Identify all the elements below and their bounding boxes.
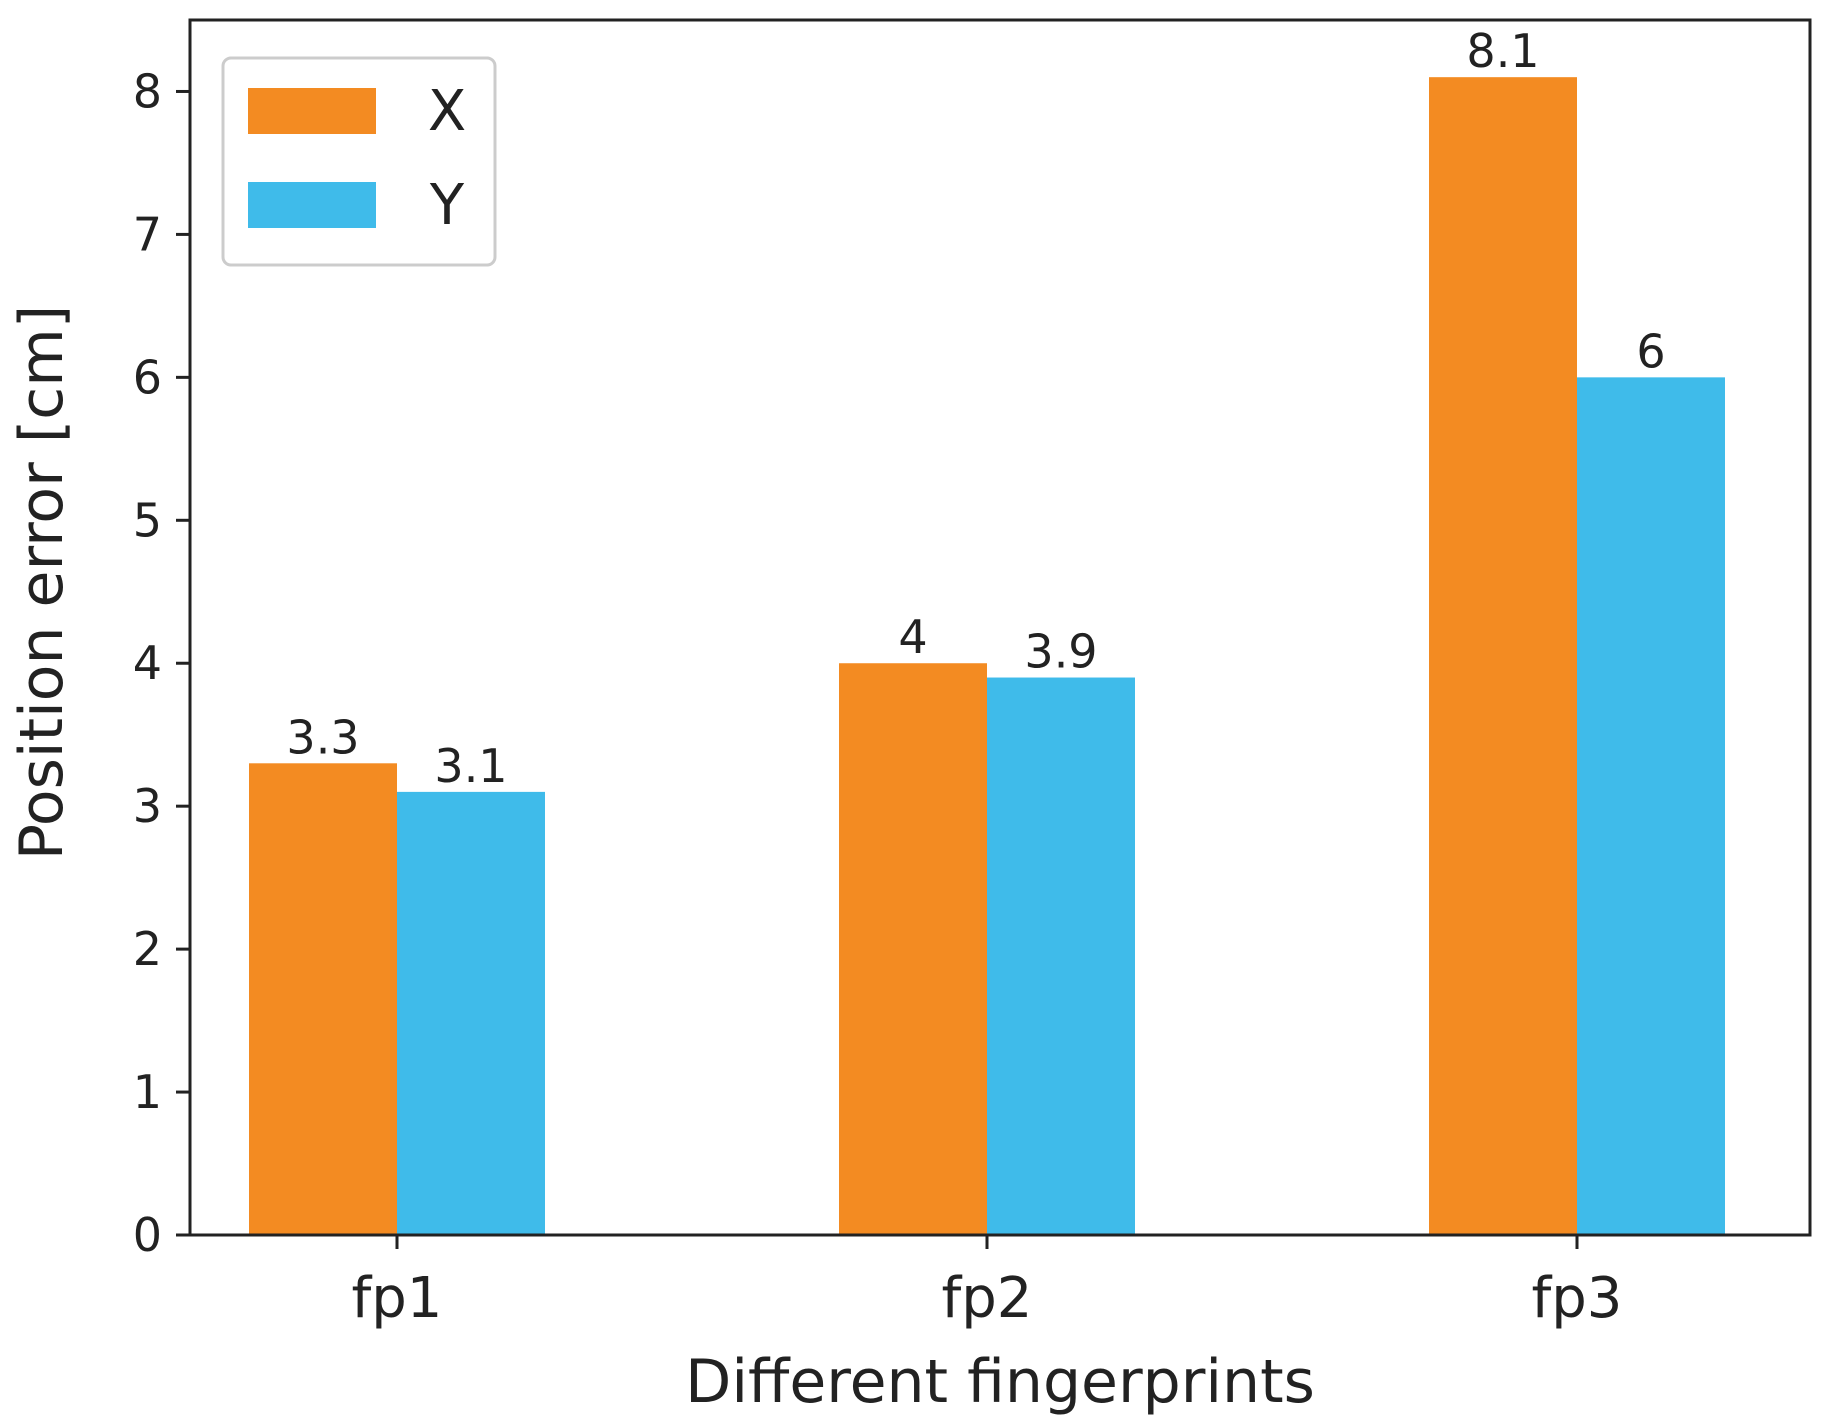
y-axis-ticks: 0 1 2 3 4 5 6 7 8 bbox=[133, 64, 190, 1262]
x-axis-title: Different fingerprints bbox=[685, 1347, 1315, 1417]
legend-label-y: Y bbox=[429, 173, 465, 238]
legend-swatch-y bbox=[248, 182, 376, 228]
y-tick-label: 0 bbox=[133, 1208, 162, 1262]
legend-swatch-x bbox=[248, 88, 376, 134]
y-tick-label: 7 bbox=[133, 207, 162, 261]
y-tick-label: 2 bbox=[133, 922, 162, 976]
y-tick-label: 1 bbox=[133, 1065, 162, 1119]
bars bbox=[249, 77, 1725, 1236]
data-label-y-fp3: 6 bbox=[1636, 324, 1665, 378]
x-tick-label-fp2: fp2 bbox=[942, 1266, 1033, 1331]
data-label-y-fp2: 3.9 bbox=[1024, 625, 1097, 679]
bar-y-fp1 bbox=[397, 791, 545, 1235]
bar-value-labels: 3.3 4 8.1 3.1 3.9 6 bbox=[286, 24, 1665, 793]
plot-area-frame bbox=[188, 18, 1812, 1237]
data-label-x-fp2: 4 bbox=[898, 610, 927, 664]
bar-y-fp3 bbox=[1577, 377, 1725, 1236]
legend-label-x: X bbox=[428, 79, 466, 144]
y-tick-label: 6 bbox=[133, 350, 162, 404]
y-tick-label: 4 bbox=[133, 636, 162, 690]
y-axis-title: Position error [cm] bbox=[7, 305, 77, 860]
data-label-x-fp3: 8.1 bbox=[1466, 24, 1539, 78]
data-label-x-fp1: 3.3 bbox=[286, 710, 359, 764]
bar-y-fp2 bbox=[987, 677, 1135, 1235]
bar-x-fp3 bbox=[1429, 77, 1577, 1235]
x-axis-ticks: fp1 fp2 fp3 bbox=[352, 1235, 1623, 1331]
bar-x-fp2 bbox=[839, 663, 987, 1235]
data-label-y-fp1: 3.1 bbox=[434, 739, 507, 793]
x-tick-label-fp3: fp3 bbox=[1532, 1266, 1623, 1331]
bar-x-fp1 bbox=[249, 763, 397, 1235]
y-tick-label: 3 bbox=[133, 779, 162, 833]
legend: XY bbox=[221, 56, 497, 267]
y-tick-label: 5 bbox=[133, 493, 162, 547]
x-tick-label-fp1: fp1 bbox=[352, 1266, 443, 1331]
y-tick-label: 8 bbox=[133, 64, 162, 118]
